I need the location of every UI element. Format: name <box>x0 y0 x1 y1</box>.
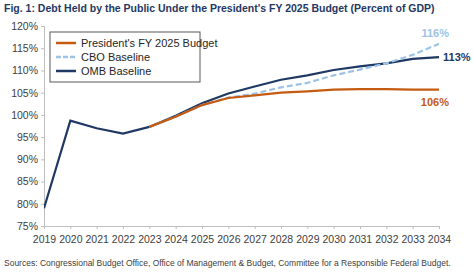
y-tick-mark <box>41 204 44 205</box>
x-tick-mark <box>413 226 414 229</box>
x-axis: 2019202020212022202320242025202620272028… <box>33 226 452 245</box>
x-tick: 2020 <box>59 226 83 245</box>
x-tick-label: 2031 <box>349 233 373 245</box>
y-tick: 110% <box>12 64 44 76</box>
y-tick-mark <box>41 115 44 116</box>
legend-label: CBO Baseline <box>81 51 150 63</box>
y-tick: 115% <box>12 42 44 54</box>
x-tick-label: 2028 <box>270 233 294 245</box>
x-tick-label: 2025 <box>191 233 215 245</box>
x-tick-mark <box>439 226 440 229</box>
x-tick-mark <box>334 226 335 229</box>
y-tick-label: 90% <box>17 153 38 165</box>
data-label: 113% <box>443 51 471 63</box>
x-tick: 2032 <box>375 226 399 245</box>
x-tick-label: 2032 <box>375 233 399 245</box>
y-tick-mark <box>41 93 44 94</box>
y-tick: 120% <box>11 20 44 32</box>
x-tick-mark <box>70 226 71 229</box>
y-tick-label: 80% <box>17 198 38 210</box>
y-tick-label: 115% <box>12 42 38 54</box>
x-tick-label: 2022 <box>112 233 136 245</box>
y-tick-label: 100% <box>11 109 38 121</box>
x-tick-mark <box>149 226 150 229</box>
x-tick-mark <box>44 226 45 229</box>
y-tick: 80% <box>17 198 44 210</box>
data-label: 116% <box>421 27 449 39</box>
x-tick: 2028 <box>270 226 294 245</box>
y-tick: 100% <box>11 109 44 121</box>
x-tick: 2025 <box>191 226 215 245</box>
x-tick-label: 2034 <box>428 233 452 245</box>
y-tick-mark <box>41 226 44 227</box>
y-tick-mark <box>41 26 44 27</box>
y-tick-label: 110% <box>12 64 38 76</box>
x-tick-mark <box>307 226 308 229</box>
source: Sources: Congressional Budget Office, Of… <box>4 258 451 268</box>
x-tick: 2030 <box>322 226 346 245</box>
y-tick-label: 105% <box>11 87 38 99</box>
data-label: 106% <box>421 96 449 108</box>
x-tick-label: 2030 <box>322 233 346 245</box>
x-tick: 2022 <box>112 226 136 245</box>
x-tick: 2019 <box>33 226 57 245</box>
x-tick-label: 2033 <box>401 233 425 245</box>
title: Fig. 1: Debt Held by the Public Under th… <box>4 2 435 14</box>
x-tick-label: 2027 <box>243 233 267 245</box>
x-tick: 2033 <box>401 226 425 245</box>
y-tick-label: 85% <box>17 175 38 187</box>
x-tick: 2031 <box>349 226 373 245</box>
y-tick-mark <box>41 48 44 49</box>
y-tick: 75% <box>17 220 44 232</box>
legend-label: OMB Baseline <box>81 65 151 77</box>
x-tick: 2021 <box>85 226 109 245</box>
x-tick-mark <box>123 226 124 229</box>
x-tick-label: 2029 <box>296 233 320 245</box>
y-tick: 90% <box>17 153 44 165</box>
x-tick: 2029 <box>296 226 320 245</box>
x-tick-mark <box>281 226 282 229</box>
x-tick-mark <box>228 226 229 229</box>
y-axis: 75% 80% 85% 90% 95% 100% 105% 110% 115% 120% <box>11 20 44 232</box>
data-labels: 106% 116% 113% <box>421 27 471 108</box>
x-tick-label: 2024 <box>164 233 188 245</box>
legend-swatch <box>56 42 76 45</box>
x-tick-mark <box>386 226 387 229</box>
x-tick-label: 2026 <box>217 233 241 245</box>
y-tick-label: 75% <box>17 220 38 232</box>
x-tick: 2034 <box>428 226 452 245</box>
y-tick: 95% <box>17 131 44 143</box>
x-tick-mark <box>360 226 361 229</box>
y-axis-line <box>41 27 45 227</box>
x-tick-label: 2023 <box>138 233 162 245</box>
x-axis-line <box>45 227 440 230</box>
x-tick-mark <box>176 226 177 229</box>
x-tick: 2027 <box>243 226 267 245</box>
y-tick-mark <box>41 137 44 138</box>
y-tick-label: 120% <box>11 20 38 32</box>
x-tick: 2023 <box>138 226 162 245</box>
plot: 75%80%85%90%95%100%105%110%115%120%20192… <box>11 20 471 245</box>
y-tick-mark <box>41 182 44 183</box>
x-tick: 2026 <box>217 226 241 245</box>
lines <box>44 44 439 208</box>
chart: Fig. 1: Debt Held by the Public Under th… <box>0 0 473 272</box>
x-tick-label: 2021 <box>85 233 109 245</box>
x-tick-label: 2020 <box>59 233 83 245</box>
legend-swatch <box>56 56 76 59</box>
y-tick: 85% <box>17 175 44 187</box>
legend-label: President's FY 2025 Budget <box>81 37 217 49</box>
y-tick-mark <box>41 159 44 160</box>
y-tick-mark <box>41 70 44 71</box>
legend-swatch <box>56 70 76 73</box>
y-tick: 105% <box>11 87 44 99</box>
legend: President's FY 2025 Budget CBO Baseline OM… <box>50 32 217 82</box>
x-tick: 2024 <box>164 226 188 245</box>
y-tick-label: 95% <box>17 131 38 143</box>
x-tick-label: 2019 <box>33 233 57 245</box>
x-tick-mark <box>202 226 203 229</box>
x-tick-mark <box>255 226 256 229</box>
line-series <box>149 89 439 127</box>
x-tick-mark <box>97 226 98 229</box>
